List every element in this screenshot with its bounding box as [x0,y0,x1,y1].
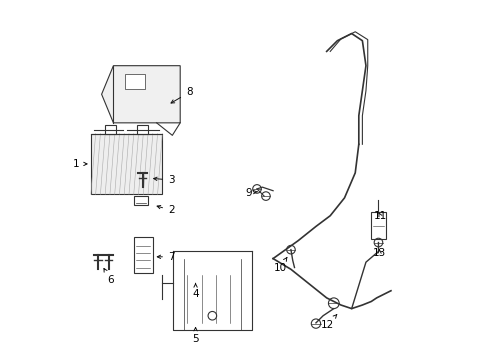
Bar [134,196,148,205]
Text: 8: 8 [171,87,192,103]
Text: 13: 13 [372,248,386,258]
Bar [370,212,385,239]
Text: 4: 4 [192,284,199,299]
Text: 5: 5 [192,328,199,344]
Polygon shape [102,66,180,123]
Text: 2: 2 [157,205,174,215]
Text: 6: 6 [104,269,114,285]
Bar [91,134,162,194]
Text: 3: 3 [153,175,174,185]
Bar [137,125,148,134]
Text: 12: 12 [320,315,336,330]
Bar [134,237,153,273]
Text: 1: 1 [73,159,87,169]
Text: 11: 11 [373,211,386,221]
Text: 9: 9 [245,188,257,198]
Text: 10: 10 [273,257,286,273]
Text: 7: 7 [157,252,174,262]
Bar [105,125,116,134]
Bar [125,74,144,89]
